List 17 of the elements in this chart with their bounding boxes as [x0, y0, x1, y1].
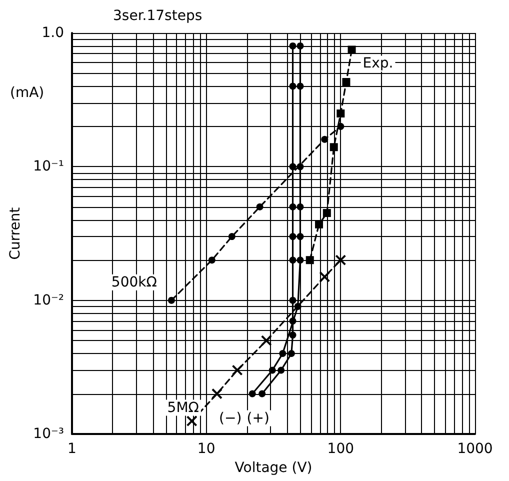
- x-tick-label: 1: [68, 441, 76, 457]
- series-label: 5MΩ: [167, 400, 200, 416]
- text: (mA): [10, 85, 44, 101]
- x-tick-label: 1000: [457, 441, 493, 457]
- x-axis-title: Voltage (V): [234, 460, 312, 476]
- series-label: (+): [246, 410, 270, 426]
- x-tick-label: 10: [197, 441, 216, 457]
- chart-title: 3ser.17steps: [113, 8, 202, 24]
- series-label: 500kΩ: [111, 274, 158, 290]
- series-label: (−): [219, 410, 242, 426]
- y-tick-label: 1.0: [42, 25, 64, 41]
- series-label: Exp.: [362, 56, 394, 72]
- y-axis-title: Current: [7, 206, 24, 260]
- y-tick-label: 10⁻³: [33, 426, 64, 442]
- x-tick-label: 100: [327, 441, 354, 457]
- y-tick-label: 10⁻¹: [33, 158, 64, 175]
- y-tick-label: 10⁻²: [33, 292, 64, 308]
